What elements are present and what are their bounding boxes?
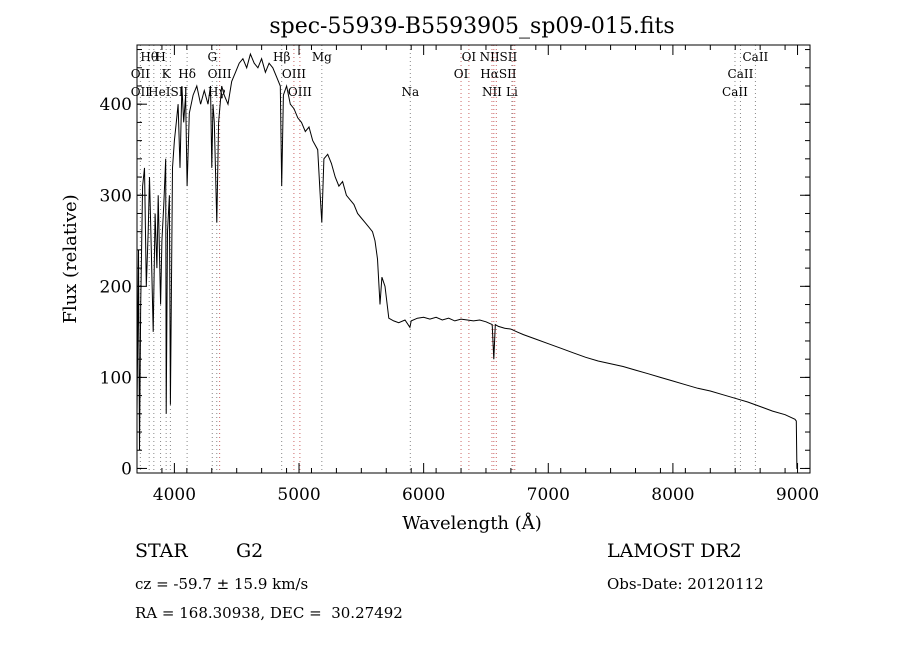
chart-title: spec-55939-B5593905_sp09-015.fits	[269, 14, 674, 39]
marker-label: H	[155, 50, 165, 64]
marker-label: NII	[482, 85, 502, 99]
marker-label: Hθ	[140, 50, 158, 64]
plot-frame	[136, 44, 811, 474]
marker-label: OIII	[288, 85, 312, 99]
marker-label: Li	[506, 85, 518, 99]
marker-label: K	[162, 67, 172, 81]
marker-lines	[139, 45, 756, 473]
y-tick-label: 200	[100, 277, 132, 297]
y-tick-label: 100	[100, 368, 132, 388]
marker-label: OIII	[282, 67, 306, 81]
marker-label: OIII	[208, 67, 232, 81]
y-tick-label: 400	[100, 95, 132, 115]
y-axis-label: Flux (relative)	[60, 194, 81, 323]
y-tick-label: 300	[100, 186, 132, 206]
survey-name: LAMOST DR2	[607, 540, 742, 562]
y-tick-label: 0	[121, 459, 132, 479]
redshift-text: cz = -59.7 ± 15.9 km/s	[135, 575, 309, 593]
marker-label: Hβ	[273, 50, 290, 64]
marker-label: OI	[454, 67, 469, 81]
marker-label: CaII	[742, 50, 768, 64]
x-tick-label: 6000	[402, 485, 445, 505]
marker-label: HαSII	[480, 67, 517, 81]
spectrum-series-line	[136, 52, 798, 469]
object-class: STAR	[135, 540, 188, 562]
x-axis-ticks: 4000 5000 6000 7000 8000 9000	[136, 45, 819, 505]
coordinates-text: RA = 168.30938, DEC = 30.27492	[135, 604, 403, 622]
marker-label: HeISII	[148, 85, 188, 99]
x-tick-label: 4000	[153, 485, 196, 505]
marker-label: OII	[131, 67, 151, 81]
x-tick-label: 5000	[277, 485, 320, 505]
marker-label: Hδ	[178, 67, 196, 81]
x-tick-label: 9000	[776, 485, 819, 505]
object-subclass: G2	[236, 540, 264, 562]
marker-label: OI	[462, 50, 477, 64]
marker-label: Na	[401, 85, 419, 99]
x-tick-label: 7000	[527, 485, 570, 505]
x-axis-label: Wavelength (Å)	[402, 512, 542, 534]
obs-date-text: Obs-Date: 20120112	[607, 575, 764, 593]
marker-label: CaII	[722, 85, 748, 99]
marker-label: OII	[131, 85, 151, 99]
marker-label: NIISII	[480, 50, 518, 64]
y-axis-ticks: 0 100 200 300 400	[100, 49, 810, 479]
marker-label: G	[207, 50, 217, 64]
x-tick-label: 8000	[651, 485, 694, 505]
marker-label: Mg	[312, 50, 332, 64]
marker-label: CaII	[728, 67, 754, 81]
